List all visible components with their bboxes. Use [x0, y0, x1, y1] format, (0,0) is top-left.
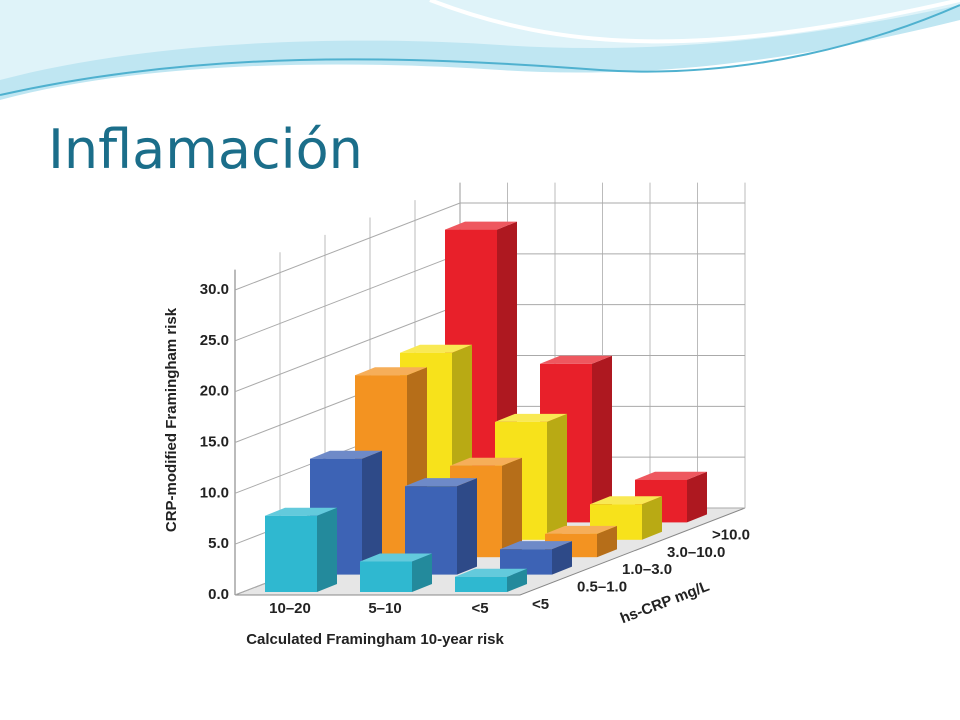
bar-top — [590, 496, 662, 505]
y-tick-label: 25.0 — [200, 332, 229, 349]
legend-label: <5 — [532, 596, 549, 613]
bar-side — [317, 507, 337, 592]
bar-side — [502, 457, 522, 558]
legend-label: 1.0–3.0 — [622, 561, 672, 578]
bar-top — [355, 367, 427, 376]
legend-label: >10.0 — [712, 526, 750, 543]
header-waves — [0, 0, 960, 100]
bar-top — [265, 507, 337, 516]
bar-side — [547, 413, 567, 540]
x-tick-label: 10–20 — [269, 600, 311, 617]
bar-front — [455, 576, 507, 592]
bar-top — [500, 541, 572, 550]
bar-top — [540, 355, 612, 364]
bar — [545, 525, 617, 558]
bar-side — [597, 525, 617, 558]
legend-label: 3.0–10.0 — [667, 544, 725, 561]
y-tick-label: 0.0 — [208, 586, 229, 603]
bar-top — [360, 553, 432, 562]
bar-side — [552, 541, 572, 575]
bar-top — [445, 221, 517, 230]
y-tick-label: 15.0 — [200, 433, 229, 450]
bar — [265, 507, 337, 592]
bar-side — [412, 553, 432, 592]
bar — [360, 553, 432, 592]
x-axis-title: Calculated Framingham 10-year risk — [246, 631, 504, 648]
y-tick-label: 20.0 — [200, 383, 229, 400]
x-tick-label: 5–10 — [368, 600, 401, 617]
legend-label: 0.5–1.0 — [577, 579, 627, 596]
bar-top — [450, 457, 522, 466]
bar-side — [687, 471, 707, 523]
y-axis-title: CRP-modified Framingham risk — [163, 307, 180, 532]
bar — [455, 568, 527, 592]
bar-side — [642, 496, 662, 540]
bar-front — [265, 515, 317, 592]
grid-line — [234, 202, 745, 291]
bar-top — [310, 450, 382, 459]
bar-side — [457, 478, 477, 575]
bar-top — [545, 525, 617, 534]
y-tick-label: 30.0 — [200, 281, 229, 298]
bar-top — [495, 413, 567, 422]
bar-side — [362, 450, 382, 575]
bar-top — [405, 478, 477, 487]
bar-top — [400, 344, 472, 353]
y-tick-label: 10.0 — [200, 484, 229, 501]
slide-title: Inflamación — [48, 118, 363, 181]
bar-top — [455, 568, 527, 577]
bar-top — [635, 471, 707, 480]
y-tick-label: 5.0 — [208, 535, 229, 552]
bar-side — [592, 355, 612, 523]
bar-front — [360, 561, 412, 592]
bar-side — [507, 568, 527, 592]
x-tick-label: <5 — [471, 600, 488, 617]
